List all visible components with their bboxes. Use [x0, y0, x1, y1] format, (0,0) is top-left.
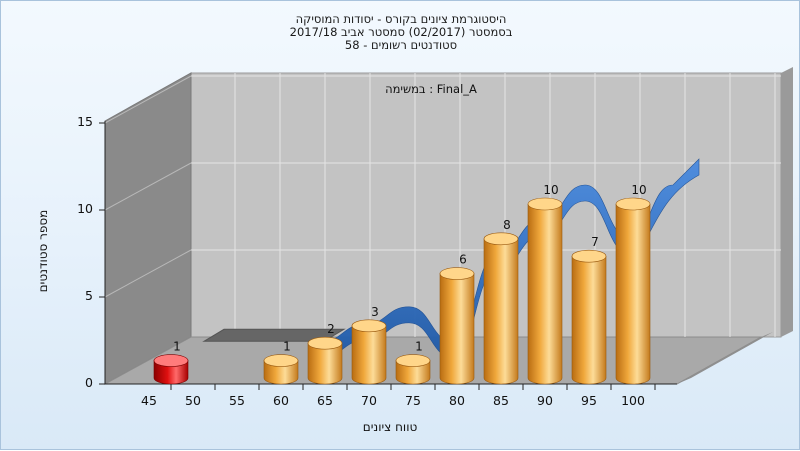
bar-body-65	[307, 342, 343, 385]
bar-value-label-60: 1	[283, 340, 291, 354]
x-tick-label-95: 95	[581, 393, 597, 408]
x-tick-label-65: 65	[317, 393, 333, 408]
chart-floor	[104, 336, 763, 385]
bar-top-45	[153, 354, 189, 367]
bar-top-70	[351, 319, 387, 333]
bar-value-label-75: 1	[415, 340, 423, 354]
bar-100: 10	[615, 183, 651, 385]
bar-body-85	[483, 238, 519, 385]
x-tick-label-75: 75	[405, 393, 421, 408]
x-tick-label-50: 50	[185, 393, 201, 408]
bar-value-label-45: 1	[173, 340, 181, 354]
bar-body-80	[439, 273, 475, 385]
bar-body-75	[395, 360, 431, 385]
bar-top-60	[263, 354, 299, 367]
chart-title-line-1: היסטוגרמת ציונים בקורס - יסודות המוסיקה	[296, 12, 507, 26]
bars: 1 1 2 3 1 6 8 10 7 10	[153, 183, 651, 385]
chart-title-line-3: סטודנטים רשומים - 58	[345, 38, 457, 52]
bar-70: 3	[351, 305, 387, 385]
bar-80: 6	[439, 253, 475, 385]
bar-value-label-80: 6	[459, 253, 467, 267]
grid-line-side-1	[104, 162, 192, 211]
x-tick-label-85: 85	[493, 393, 509, 408]
bar-body-70	[351, 325, 387, 385]
x-axis-label: טווח ציונים	[363, 420, 418, 434]
grid-line-side-2	[104, 75, 192, 124]
bar-top-65	[307, 336, 343, 350]
bar-85: 8	[483, 218, 519, 385]
bar-top-75	[395, 354, 431, 367]
bar-top-85	[483, 232, 519, 246]
chart-side-wall	[104, 72, 192, 385]
chart-right-edge	[781, 67, 793, 337]
chart-title-line-2: בסמסטר (02/2017) סמסטר אביב 2017/18	[290, 25, 513, 39]
x-tick-label-100: 100	[621, 393, 645, 408]
bar-75: 1	[395, 340, 431, 385]
bar-top-90	[527, 197, 563, 211]
bar-body-100	[615, 203, 651, 385]
bar-60: 1	[263, 340, 299, 385]
x-tick-labels: 45 50 55 60 65 70 75 80 85 90 95 100	[141, 384, 656, 408]
x-tick-label-70: 70	[361, 393, 377, 408]
bar-value-label-95: 7	[591, 235, 599, 249]
bar-top-100	[615, 197, 651, 211]
y-tick-label-15: 15	[77, 114, 93, 129]
bar-body-45	[153, 360, 189, 385]
bar-95: 7	[571, 235, 607, 385]
chart-subtitle: במשימה : Final_A	[385, 82, 477, 96]
x-tick-label-90: 90	[537, 393, 553, 408]
bar-value-label-70: 3	[371, 305, 379, 319]
chart-floor-edge	[677, 332, 773, 384]
bar-value-label-85: 8	[503, 218, 511, 232]
threshold-slab	[202, 328, 346, 342]
bar-body-60	[263, 360, 299, 385]
x-tick-label-80: 80	[449, 393, 465, 408]
grid-line-side-0	[104, 249, 192, 298]
bar-45: 1	[153, 340, 189, 385]
x-tick-label-45: 45	[141, 393, 157, 408]
grid-lines	[99, 73, 781, 385]
bar-top-95	[571, 249, 607, 263]
x-tick-label-55: 55	[229, 393, 245, 408]
y-tick-label-5: 5	[85, 288, 93, 303]
y-tick-label-10: 10	[77, 201, 93, 216]
bar-body-90	[527, 203, 563, 385]
y-axis-label: מספר סטודנטים	[36, 210, 50, 293]
bar-value-label-90: 10	[543, 183, 558, 197]
x-tick-label-60: 60	[273, 393, 289, 408]
bar-90: 10	[527, 183, 563, 385]
bar-top-80	[439, 267, 475, 280]
bar-body-95	[571, 255, 607, 385]
bar-value-label-65: 2	[327, 322, 335, 336]
y-tick-label-0: 0	[85, 375, 93, 390]
bar-value-label-100: 10	[631, 183, 646, 197]
bar-65: 2	[307, 322, 343, 385]
